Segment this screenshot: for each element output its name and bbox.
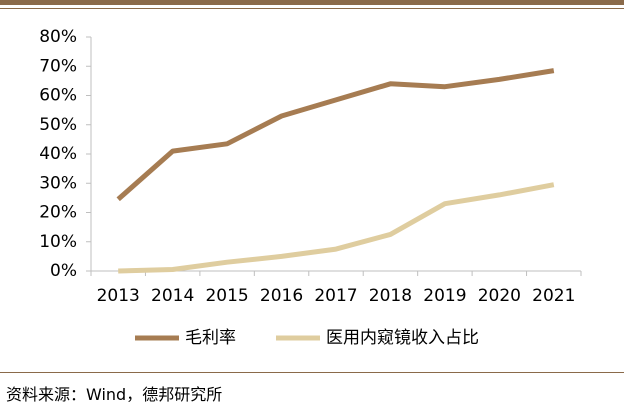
- series-line-2: [118, 182, 555, 274]
- legend-label: 医用内窥镜收入占比: [326, 328, 479, 348]
- chart-legend: 毛利率 医用内窥镜收入占比: [135, 328, 479, 348]
- x-tick-label: 2013: [97, 286, 140, 306]
- line-chart: 0% 10% 20% 30% 40% 50% 60% 70% 80% 2013 2014 2015 20…: [39, 27, 582, 348]
- footer-rule: [0, 372, 624, 373]
- y-tick-label: 0%: [50, 261, 77, 281]
- y-tick-label: 60%: [39, 86, 77, 106]
- x-tick-label: 2015: [205, 286, 248, 306]
- y-tick-label: 10%: [39, 232, 77, 252]
- x-tick-label: 2018: [369, 286, 412, 306]
- x-tick-label: 2019: [423, 286, 466, 306]
- y-tick-label: 70%: [39, 56, 77, 76]
- x-tick-label: 2014: [151, 286, 194, 306]
- y-tick-label: 80%: [39, 27, 77, 47]
- header-rule-thick: [0, 0, 624, 5]
- source-note: 资料来源：Wind，德邦研究所: [6, 385, 223, 404]
- x-tick-label: 2021: [532, 286, 575, 306]
- legend-label: 毛利率: [185, 328, 236, 348]
- chart-series-lines: [116, 68, 555, 274]
- x-tick-label: 2017: [314, 286, 357, 306]
- series-line-1: [116, 68, 555, 202]
- header-rule-thin: [0, 8, 624, 9]
- x-tick-label: 2016: [260, 286, 303, 306]
- y-tick-label: 50%: [39, 115, 77, 135]
- x-tick-label: 2020: [478, 286, 521, 306]
- y-tick-label: 30%: [39, 173, 77, 193]
- y-tick-label: 20%: [39, 203, 77, 223]
- chart-axes: 0% 10% 20% 30% 40% 50% 60% 70% 80% 2013 2014 2015 20…: [39, 27, 582, 306]
- y-tick-label: 40%: [39, 144, 77, 164]
